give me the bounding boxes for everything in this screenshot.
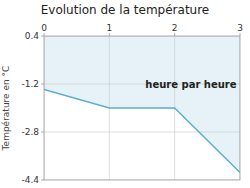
- tick-label: -4.4: [21, 175, 39, 185]
- tick-label: 1: [106, 23, 112, 33]
- tick: [109, 33, 110, 36]
- tick: [174, 33, 175, 36]
- chart: 0.4 -1.2 -2.8 -4.4 0 1 2 3 Evolution de la tempé…: [0, 0, 250, 188]
- plot-frame: [44, 36, 240, 180]
- tick: [41, 84, 44, 85]
- title: Evolution de la température: [41, 3, 210, 17]
- tick-label: -2.8: [21, 127, 39, 137]
- tick-label: -1.2: [21, 79, 39, 89]
- tick-label: 3: [237, 23, 243, 33]
- annotation: heure par heure: [145, 79, 236, 90]
- tick: [41, 36, 44, 37]
- tick: [240, 33, 241, 36]
- line: [44, 89, 240, 172]
- tick: [41, 132, 44, 133]
- axis-label: Température en °C: [1, 66, 11, 152]
- area: [44, 89, 240, 180]
- plot-area: [44, 36, 240, 180]
- grid-line: [44, 132, 240, 133]
- plot-background: [44, 36, 240, 180]
- tick: [44, 33, 45, 36]
- tick-label: 0: [41, 23, 47, 33]
- tick: [41, 180, 44, 181]
- tick-label: 0.4: [25, 31, 40, 41]
- tick-label: 2: [172, 23, 178, 33]
